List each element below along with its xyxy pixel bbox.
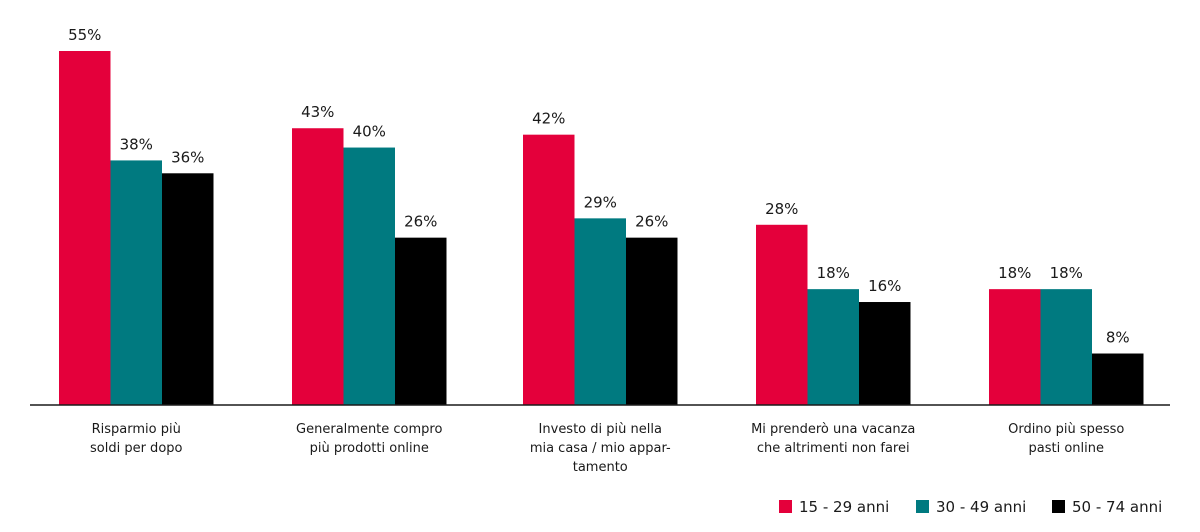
data-label: 36% <box>171 148 204 166</box>
legend-swatch <box>1052 500 1065 513</box>
legend-swatch <box>916 500 929 513</box>
data-label: 18% <box>817 264 850 282</box>
legend-swatch <box>779 500 792 513</box>
category-label: Ordino più spesso pasti online <box>1008 422 1124 456</box>
data-label: 38% <box>120 135 153 153</box>
bar <box>859 302 911 405</box>
data-label: 26% <box>404 213 437 231</box>
bar <box>292 128 344 405</box>
bar <box>110 160 162 405</box>
legend-label: 15 - 29 anni <box>799 498 889 516</box>
bar <box>626 237 678 405</box>
legend: 15 - 29 anni 30 - 49 anni 50 - 74 anni <box>779 498 1162 516</box>
data-label: 8% <box>1106 329 1130 347</box>
bar <box>59 51 111 405</box>
category-label: Investo di più nella mia casa / mio appar… <box>530 422 671 475</box>
data-label: 42% <box>532 110 565 128</box>
bar <box>1092 353 1144 405</box>
data-label: 29% <box>584 193 617 211</box>
bar <box>756 224 808 405</box>
data-label: 55% <box>68 26 101 44</box>
data-label: 26% <box>635 213 668 231</box>
data-label: 16% <box>868 277 901 295</box>
bar <box>343 147 395 405</box>
bars-group <box>59 51 1144 405</box>
bar <box>162 173 214 405</box>
data-labels-group: 55% 38% 36% 43% 40% 26% 42% 29% 26% 28% 18% 16% 18% 1… <box>68 26 1130 347</box>
category-labels-group: Risparmio più soldi per dopo Generalmente … <box>90 422 1124 475</box>
bar <box>1040 289 1092 405</box>
data-label: 18% <box>1050 264 1083 282</box>
legend-label: 30 - 49 anni <box>936 498 1026 516</box>
bar <box>989 289 1041 405</box>
data-label: 28% <box>765 200 798 218</box>
data-label: 18% <box>998 264 1031 282</box>
bar <box>523 134 575 405</box>
data-label: 43% <box>301 103 334 121</box>
category-label: Risparmio più soldi per dopo <box>90 422 183 456</box>
bar <box>807 289 859 405</box>
category-label: Mi prenderò una vacanza che altrimenti no… <box>751 422 915 456</box>
category-label: Generalmente compro più prodotti online <box>296 422 442 456</box>
data-label: 40% <box>353 123 386 141</box>
bar <box>574 218 626 405</box>
legend-label: 50 - 74 anni <box>1072 498 1162 516</box>
bar <box>395 237 447 405</box>
